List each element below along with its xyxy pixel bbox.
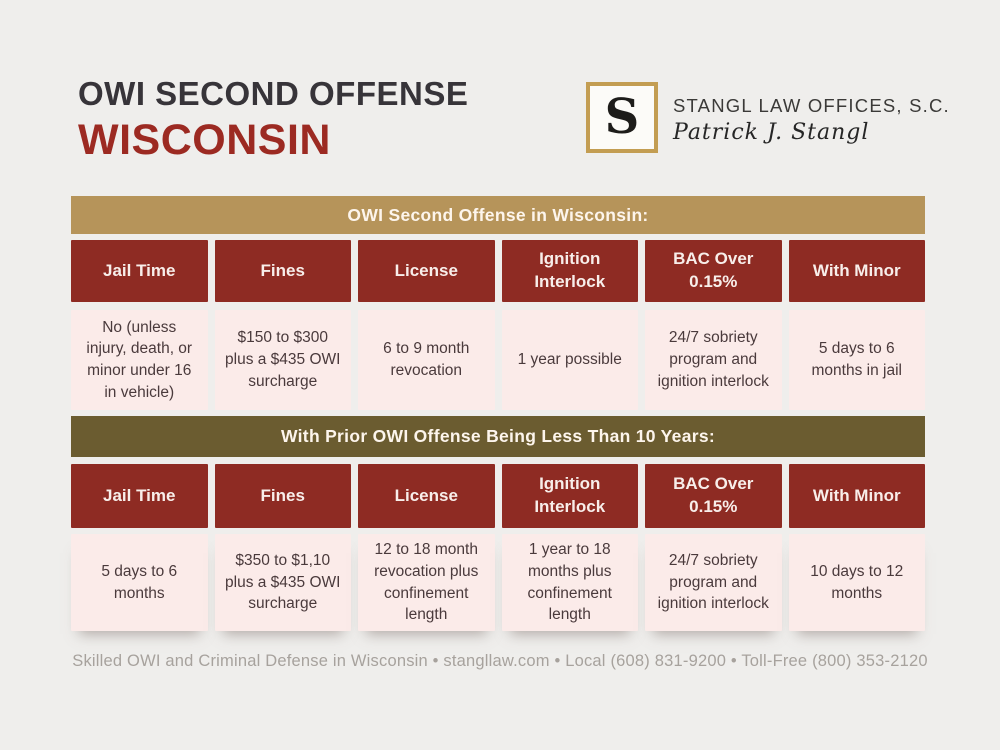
page-title-block: OWI SECOND OFFENSE WISCONSIN: [78, 74, 468, 164]
penalty-table: OWI Second Offense in Wisconsin: Jail Ti…: [71, 196, 925, 631]
value-fines: $150 to $300 plus a $435 OWI surcharge: [214, 310, 351, 410]
section2-header-row: Jail Time Fines License Ignition Interlo…: [71, 464, 925, 528]
value-jail-time: 5 days to 6 months: [71, 534, 208, 631]
value-bac-over: 24/7 sobriety program and ignition inter…: [645, 534, 782, 631]
section2-values-row: 5 days to 6 months $350 to $1,10 plus a …: [71, 534, 925, 631]
column-header-license: License: [358, 240, 495, 302]
column-header-fines: Fines: [214, 240, 351, 302]
page-title: OWI SECOND OFFENSE: [78, 75, 469, 112]
value-with-minor: 5 days to 6 months in jail: [788, 310, 925, 410]
monogram-letter: S: [604, 88, 640, 145]
firm-monogram-icon: S: [586, 82, 658, 153]
firm-text-block: STANGL LAW OFFICES, S.C. Patrick J. Stan…: [673, 82, 950, 153]
section1-banner: OWI Second Offense in Wisconsin:: [71, 196, 925, 234]
column-header-ignition-interlock: Ignition Interlock: [501, 240, 638, 302]
value-bac-over: 24/7 sobriety program and ignition inter…: [645, 310, 782, 410]
column-header-ignition-interlock: Ignition Interlock: [501, 464, 638, 528]
firm-brand: S STANGL LAW OFFICES, S.C. Patrick J. St…: [586, 82, 950, 153]
value-jail-time: No (unless injury, death, or minor under…: [71, 310, 208, 410]
section1-values-row: No (unless injury, death, or minor under…: [71, 310, 925, 410]
column-header-with-minor: With Minor: [788, 240, 925, 302]
footer-contact-line: Skilled OWI and Criminal Defense in Wisc…: [72, 652, 928, 670]
column-header-jail-time: Jail Time: [71, 240, 208, 302]
section2-banner: With Prior OWI Offense Being Less Than 1…: [71, 416, 925, 457]
column-header-bac-over: BAC Over 0.15%: [645, 240, 782, 302]
section1-header-row: Jail Time Fines License Ignition Interlo…: [71, 240, 925, 302]
column-header-license: License: [358, 464, 495, 528]
value-ignition-interlock: 1 year to 18 months plus confinement len…: [501, 534, 638, 631]
column-header-fines: Fines: [214, 464, 351, 528]
attorney-name: Patrick J. Stangl: [673, 120, 870, 145]
value-fines: $350 to $1,10 plus a $435 OWI surcharge: [214, 534, 351, 631]
value-license: 12 to 18 month revocation plus confineme…: [358, 534, 495, 631]
page-subtitle: WISCONSIN: [78, 116, 331, 164]
column-header-jail-time: Jail Time: [71, 464, 208, 528]
value-ignition-interlock: 1 year possible: [501, 310, 638, 410]
column-header-bac-over: BAC Over 0.15%: [645, 464, 782, 528]
column-header-with-minor: With Minor: [788, 464, 925, 528]
firm-name: STANGL LAW OFFICES, S.C.: [673, 95, 950, 116]
value-license: 6 to 9 month revocation: [358, 310, 495, 410]
value-with-minor: 10 days to 12 months: [788, 534, 925, 631]
